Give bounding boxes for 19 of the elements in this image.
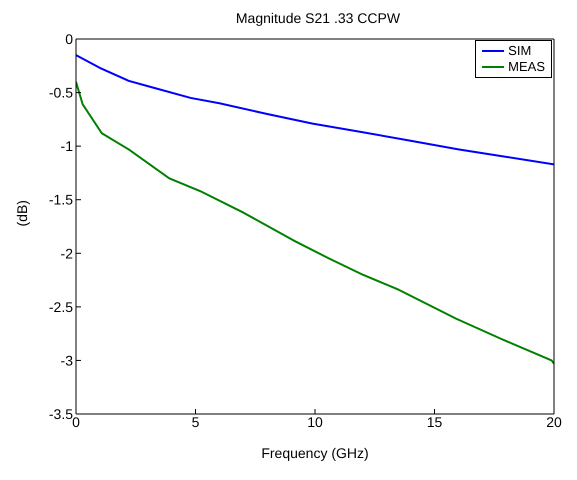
y-tick-label: -1.5: [48, 192, 74, 208]
line-series: [76, 80, 554, 365]
x-tick-label: 20: [546, 414, 562, 430]
y-tick-label: 0: [65, 30, 74, 47]
y-tick-label: -2: [60, 245, 74, 262]
x-tick-label: 15: [426, 414, 442, 430]
y-tick-label: -0.5: [48, 84, 74, 101]
legend-label: MEAS: [508, 59, 545, 75]
legend-label: SIM: [508, 43, 532, 59]
y-axis-title: (dB): [14, 200, 30, 226]
line-series: [76, 54, 554, 166]
y-tick-label: -1: [60, 138, 74, 154]
x-tick-label: 5: [192, 414, 200, 430]
y-tick-label: -3: [60, 352, 74, 368]
y-tick-label: -3.5: [48, 406, 74, 422]
x-axis-title: Frequency (GHz): [261, 444, 369, 461]
chart-title: Magnitude S21 .33 CCPW: [234, 10, 402, 26]
y-tick-label: -2.5: [48, 298, 74, 315]
x-tick-label: 10: [307, 414, 323, 430]
